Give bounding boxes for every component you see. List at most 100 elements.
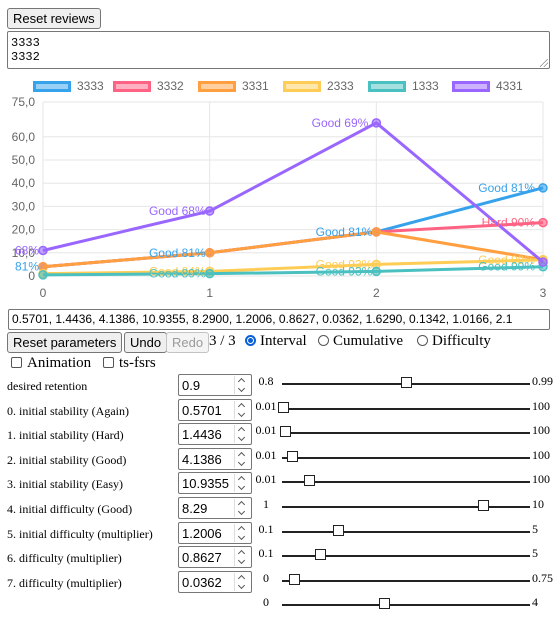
slider-track[interactable]	[282, 530, 530, 533]
reset-reviews-button[interactable]: Reset reviews	[7, 8, 101, 29]
legend-item[interactable]: 1333	[368, 79, 439, 93]
resize-grip-icon[interactable]	[540, 59, 548, 67]
legend-item[interactable]: 4331	[452, 79, 523, 93]
parameter-value: 0.0362	[182, 574, 222, 590]
slider-thumb[interactable]	[287, 450, 299, 462]
animation-check-box[interactable]	[11, 357, 22, 368]
spinner-icon[interactable]	[234, 572, 250, 591]
parameter-name: 7. difficulty (multiplier)	[7, 575, 122, 590]
slider-max: 5	[532, 521, 538, 536]
redo-button[interactable]: Redo	[166, 332, 210, 353]
slider-thumb[interactable]	[278, 401, 290, 413]
slider-track[interactable]	[282, 456, 530, 459]
slider-thumb[interactable]	[401, 377, 412, 388]
animation-checkbox[interactable]: Animation	[11, 355, 91, 372]
spinner-icon[interactable]	[234, 523, 250, 542]
spinner-icon[interactable]	[234, 425, 250, 444]
spinner-icon[interactable]	[234, 499, 250, 517]
slider-min: 0.1	[258, 521, 274, 536]
parameter-row: 2. initial stability (Good) 4.1386 0.01 100	[0, 447, 560, 472]
data-label: Good 84%	[149, 264, 206, 278]
parameter-number-input[interactable]: 10.9355	[178, 472, 252, 495]
parameter-value: 0.5701	[182, 402, 222, 418]
parameter-row: 5. initial difficulty (multiplier) 1.2006…	[0, 521, 560, 546]
slider-track[interactable]	[282, 481, 530, 484]
parameter-row: 4. initial difficulty (Good) 8.29 1 10	[0, 497, 560, 521]
reset-parameters-button[interactable]: Reset parameters	[7, 332, 123, 353]
slider-min: 0.01	[255, 447, 277, 462]
slider-track[interactable]	[282, 407, 530, 410]
slider-thumb[interactable]	[280, 426, 292, 438]
params-input[interactable]: 0.5701, 1.4436, 4.1386, 10.9355, 8.2900,…	[8, 309, 550, 330]
legend-label: 3333	[77, 79, 104, 93]
data-label: Good 81%	[478, 181, 535, 195]
data-label: Good 98%	[478, 253, 535, 267]
undo-button[interactable]: Undo	[124, 332, 168, 353]
legend-label: 3331	[242, 79, 269, 93]
reviews-textarea[interactable]: 3333 3332	[7, 31, 550, 69]
slider-thumb[interactable]	[378, 598, 390, 610]
slider-min: 0.01	[255, 423, 277, 438]
tsfsrs-label: ts-fsrs	[119, 355, 156, 371]
history-counter: 3 / 3	[209, 333, 236, 349]
slider-thumb[interactable]	[315, 549, 327, 561]
chart: 75,0 60,0 50,0 40,0 30,0 20,0 10,0 00 1 2 3 81% Good…	[12, 96, 548, 300]
spinner-icon[interactable]	[234, 548, 250, 567]
parameter-name: desired retention	[7, 379, 88, 393]
parameter-row: 1. initial stability (Hard) 1.4436 0.01 100	[0, 423, 560, 447]
parameter-number-input[interactable]: 1.4436	[178, 423, 252, 446]
legend-swatch	[198, 80, 236, 92]
parameter-number-input[interactable]: 0.5701	[178, 398, 252, 421]
slider-track[interactable]	[282, 506, 530, 508]
series-line	[42, 265, 544, 277]
data-point	[204, 248, 215, 258]
slider-min: 0.01	[255, 472, 277, 487]
slider-track[interactable]	[282, 432, 530, 435]
slider-thumb[interactable]	[477, 500, 489, 511]
radio-cumulative-dot[interactable]	[318, 335, 329, 346]
legend-item[interactable]: 3333	[33, 79, 104, 93]
parameter-name: 1. initial stability (Hard)	[7, 428, 124, 443]
data-label: Good 93%	[316, 257, 373, 271]
legend-item[interactable]: 2333	[283, 79, 354, 93]
radio-interval[interactable]: Interval	[245, 333, 307, 350]
slider-thumb[interactable]	[304, 475, 316, 487]
slider-max: 100	[532, 398, 550, 413]
data-label: Hard 90%	[482, 216, 536, 230]
parameter-number-input[interactable]: 0.0362	[178, 570, 252, 593]
tsfsrs-check-box[interactable]	[103, 357, 114, 368]
animation-label: Animation	[27, 355, 92, 371]
slider-thumb[interactable]	[288, 573, 300, 585]
parameter-value: 8.29	[182, 501, 208, 516]
spinner-icon[interactable]	[234, 376, 250, 394]
data-point	[204, 268, 215, 279]
x-tick-label: 1	[206, 286, 213, 300]
radio-difficulty[interactable]: Difficulty	[417, 333, 491, 350]
spinner-icon[interactable]	[234, 449, 250, 468]
spinner-icon[interactable]	[234, 400, 250, 419]
slider-max: 100	[532, 423, 550, 438]
parameter-name: 6. difficulty (multiplier)	[7, 551, 122, 566]
parameter-number-input[interactable]: 0.8627	[178, 546, 252, 569]
radio-cumulative[interactable]: Cumulative	[318, 333, 403, 350]
parameter-number-input[interactable]: 8.29	[178, 497, 252, 519]
x-tick-label: 3	[540, 286, 547, 300]
parameter-number-input[interactable]: 4.1386	[178, 447, 252, 470]
slider-track[interactable]	[282, 604, 530, 607]
x-tick-label: 2	[373, 286, 380, 300]
slider-thumb[interactable]	[332, 524, 344, 536]
slider-max: 4	[532, 595, 538, 610]
legend-item[interactable]: 3332	[113, 79, 184, 93]
parameter-number-input[interactable]: 0.9	[178, 374, 252, 396]
slider-track[interactable]	[282, 555, 530, 558]
legend-swatch	[368, 80, 406, 92]
spinner-icon[interactable]	[234, 474, 250, 493]
radio-cumulative-label: Cumulative	[333, 333, 403, 349]
radio-interval-dot[interactable]	[245, 335, 256, 346]
radio-difficulty-dot[interactable]	[417, 335, 428, 346]
slider-track[interactable]	[282, 579, 530, 582]
tsfsrs-checkbox[interactable]: ts-fsrs	[103, 355, 156, 372]
legend-label: 2333	[327, 79, 354, 93]
parameter-number-input[interactable]: 1.2006	[178, 521, 252, 544]
legend-item[interactable]: 3331	[198, 79, 269, 93]
